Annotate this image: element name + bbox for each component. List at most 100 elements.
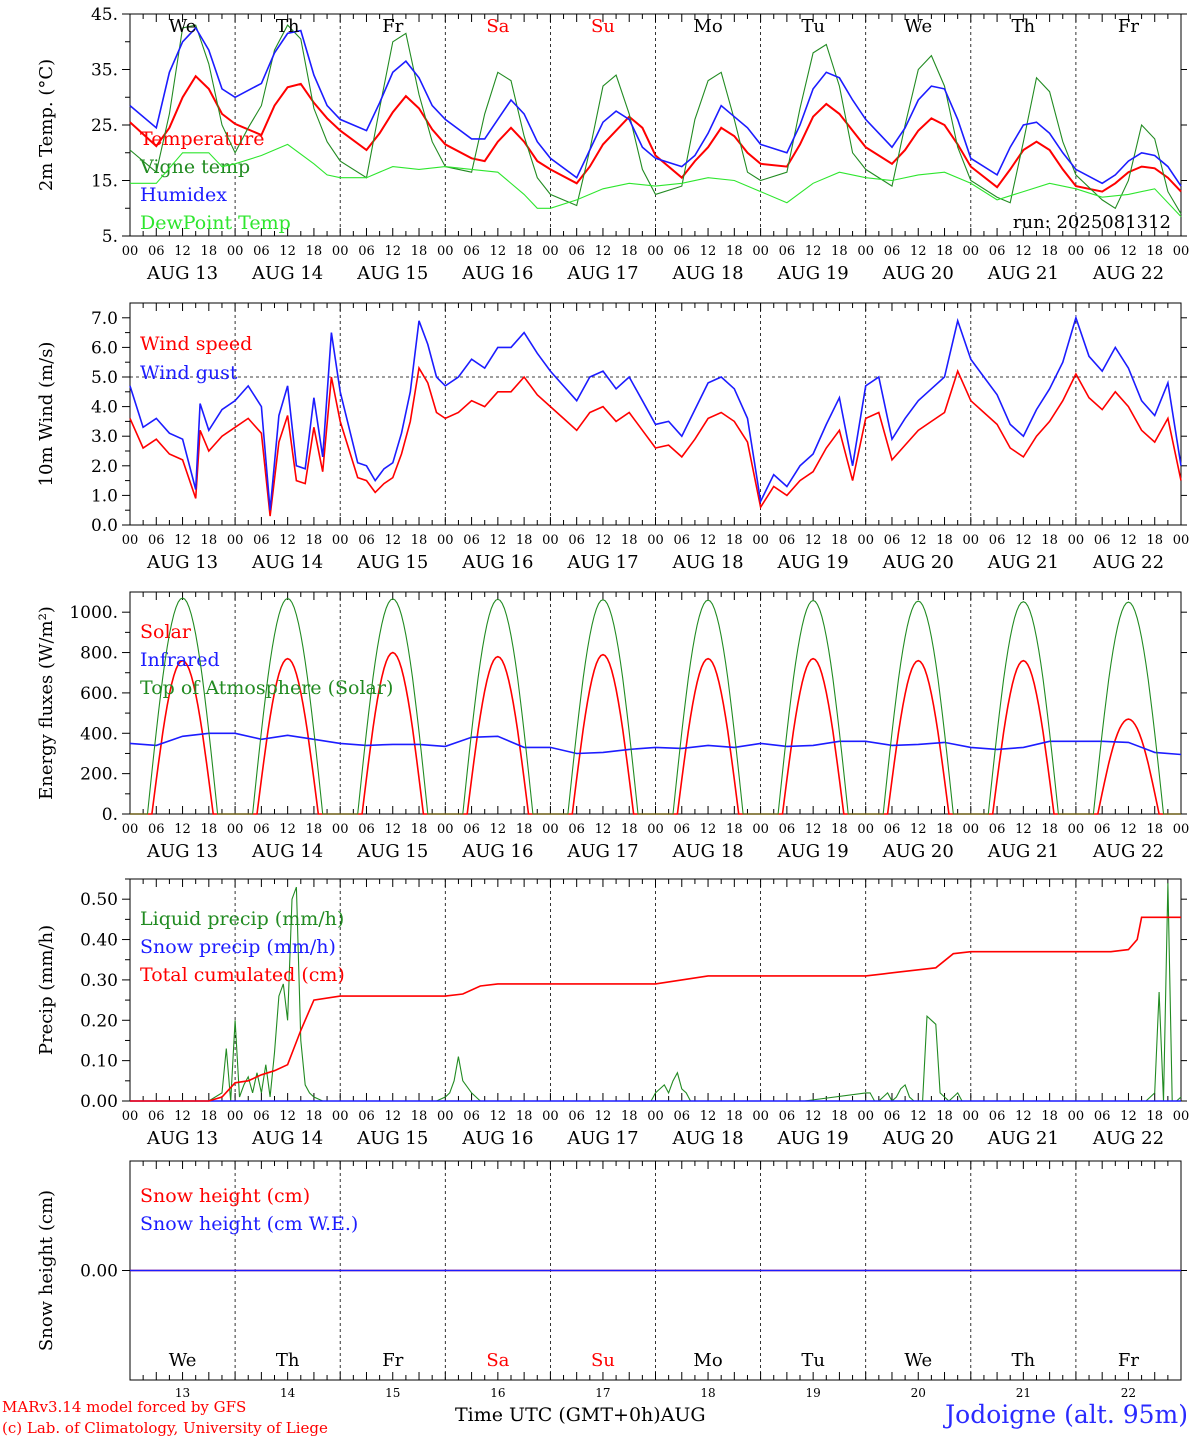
date-label: AUG 14 [251, 552, 323, 573]
hour-tick-label: 18 [1146, 244, 1163, 259]
legend-entry: Humidex [140, 184, 227, 206]
date-label: AUG 19 [777, 552, 849, 573]
date-label: AUG 22 [1092, 552, 1164, 573]
hour-tick-label: 06 [253, 1109, 270, 1124]
hour-tick-label: 06 [989, 822, 1006, 837]
day-number-label: 17 [595, 1386, 610, 1400]
hour-tick-label: 06 [674, 1109, 691, 1124]
hour-tick-label: 18 [201, 533, 218, 548]
y-tick-label: 35. [91, 61, 118, 81]
date-label: AUG 22 [1092, 263, 1164, 284]
hour-tick-label: 12 [279, 244, 296, 259]
day-number-label: 13 [175, 1386, 190, 1400]
y-tick-label: 15. [91, 172, 118, 192]
hour-tick-label: 06 [148, 533, 165, 548]
hour-tick-label: 12 [700, 244, 717, 259]
date-label: AUG 18 [671, 1128, 743, 1149]
hour-tick-label: 18 [516, 1109, 533, 1124]
date-label: AUG 18 [671, 841, 743, 862]
hour-tick-label: 18 [831, 1109, 848, 1124]
legend-entry: Liquid precip (mm/h) [140, 908, 344, 930]
y-tick-label: 1000. [69, 603, 118, 623]
hour-tick-label: 00 [647, 533, 664, 548]
hour-tick-label: 18 [1041, 1109, 1058, 1124]
date-label: AUG 21 [987, 263, 1059, 284]
y-tick-label: 5. [102, 227, 118, 247]
hour-tick-label: 18 [516, 533, 533, 548]
hour-tick-label: 06 [148, 822, 165, 837]
date-label: AUG 18 [671, 263, 743, 284]
hour-tick-label: 18 [831, 533, 848, 548]
hour-tick-label: 12 [384, 533, 401, 548]
hour-tick-label: 00 [1173, 822, 1190, 837]
hour-tick-label: 06 [253, 244, 270, 259]
hour-tick-label: 00 [963, 822, 980, 837]
day-number-label: 19 [806, 1386, 821, 1400]
weekday-label: Fr [1118, 1350, 1139, 1371]
date-label: AUG 15 [356, 1128, 428, 1149]
date-label: AUG 20 [882, 263, 954, 284]
date-label: AUG 13 [146, 841, 218, 862]
weekday-label: Tu [801, 1350, 825, 1371]
hour-tick-label: 12 [910, 244, 927, 259]
hour-tick-label: 00 [122, 244, 139, 259]
weekday-label: Fr [382, 1350, 403, 1371]
hour-tick-label: 18 [936, 1109, 953, 1124]
date-label: AUG 19 [777, 1128, 849, 1149]
hour-tick-label: 12 [1015, 533, 1032, 548]
hour-tick-label: 18 [621, 1109, 638, 1124]
panel-1: 5. 15. 25. 35. 45. 2m Temp. (°C) Temperature Vi… [36, 5, 1189, 284]
day-number-label: 15 [385, 1386, 400, 1400]
hour-tick-label: 18 [621, 533, 638, 548]
y-tick-label: 0.50 [80, 890, 118, 910]
weekday-label: Th [1012, 1350, 1036, 1371]
hour-tick-label: 00 [752, 1109, 769, 1124]
hour-tick-label: 18 [1146, 822, 1163, 837]
hour-tick-label: 00 [332, 244, 349, 259]
hour-tick-label: 18 [1041, 533, 1058, 548]
hour-tick-label: 18 [1146, 1109, 1163, 1124]
hour-tick-label: 12 [279, 533, 296, 548]
model-credit: MARv3.14 model forced by GFS [2, 1398, 247, 1416]
y-tick-label: 0.20 [80, 1011, 118, 1031]
legend-entry: Solar [140, 621, 192, 643]
panel-2: 0.0 1.0 2.0 3.0 4.0 5.0 6.0 7.0 10m Wind (m/s) Wi… [36, 302, 1189, 573]
hour-tick-label: 12 [1015, 244, 1032, 259]
hour-tick-label: 06 [253, 822, 270, 837]
series-line [130, 143, 1182, 217]
hour-tick-label: 12 [490, 1109, 507, 1124]
hour-tick-label: 06 [358, 1109, 375, 1124]
hour-tick-label: 06 [358, 533, 375, 548]
hour-tick-label: 18 [1041, 822, 1058, 837]
hour-tick-label: 00 [437, 1109, 454, 1124]
hour-tick-label: 12 [595, 822, 612, 837]
hour-tick-label: 06 [779, 822, 796, 837]
hour-tick-label: 12 [384, 1109, 401, 1124]
weekday-label: We [904, 16, 932, 37]
hour-tick-label: 00 [752, 822, 769, 837]
hour-tick-label: 12 [700, 822, 717, 837]
legend-entry: Wind gust [140, 362, 238, 384]
y-tick-label: 400. [80, 724, 118, 744]
series-line [130, 916, 1181, 1102]
day-number-label: 14 [280, 1386, 296, 1400]
hour-tick-label: 00 [752, 533, 769, 548]
series-line [129, 74, 1182, 193]
legend-entry: Top of Atmosphere (Solar) [140, 677, 393, 699]
date-label: AUG 20 [882, 841, 954, 862]
date-label: AUG 14 [251, 841, 323, 862]
hour-tick-label: 12 [490, 822, 507, 837]
hour-tick-label: 12 [805, 533, 822, 548]
hour-tick-label: 12 [174, 533, 191, 548]
hour-tick-label: 12 [384, 822, 401, 837]
y-tick-label: 25. [91, 116, 118, 136]
series-line [130, 882, 1182, 1102]
hour-tick-label: 18 [306, 533, 323, 548]
date-label: AUG 22 [1092, 1128, 1164, 1149]
date-label: AUG 19 [777, 263, 849, 284]
series-line [129, 26, 1182, 187]
site-name: Jodoigne (alt. 95m) [945, 1400, 1188, 1429]
hour-tick-label: 12 [279, 1109, 296, 1124]
hour-tick-label: 12 [595, 1109, 612, 1124]
legend-entry: Total cumulated (cm) [140, 964, 345, 986]
